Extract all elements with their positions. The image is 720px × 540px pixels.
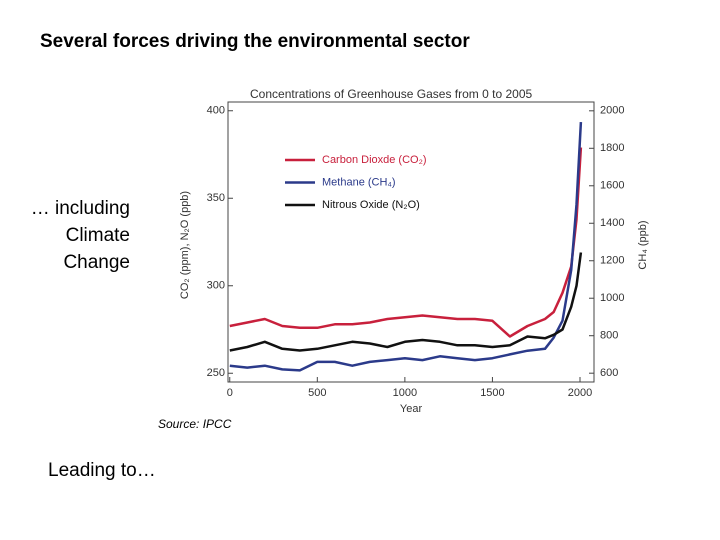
y-tick-label: 350 <box>207 192 225 204</box>
y2-tick-label: 600 <box>600 367 618 379</box>
y-axis-label: CO₂ (ppm), N₂O (ppb) <box>179 191 191 299</box>
y2-tick-label: 800 <box>600 330 618 342</box>
x-axis-label: Year <box>400 403 423 415</box>
y2-tick-label: 1000 <box>600 292 624 304</box>
chart-title: Concentrations of Greenhouse Gases from … <box>250 87 532 101</box>
x-tick-label: 1500 <box>480 387 504 399</box>
y-tick-label: 400 <box>207 105 225 117</box>
series-line <box>229 252 583 352</box>
footer-text: Leading to… <box>48 460 156 481</box>
y-tick-label: 300 <box>207 280 225 292</box>
legend-label: Methane (CH₄) <box>322 176 396 188</box>
legend-label: Nitrous Oxide (N₂O) <box>322 199 420 211</box>
y2-tick-label: 1800 <box>600 142 624 154</box>
y2-tick-label: 2000 <box>600 105 624 117</box>
x-tick-label: 2000 <box>568 387 592 399</box>
y2-tick-label: 1400 <box>600 217 624 229</box>
y2-tick-label: 1600 <box>600 180 624 192</box>
source: Source: IPCC <box>158 417 232 431</box>
side-text: Climate <box>66 225 130 246</box>
x-tick-label: 500 <box>308 387 326 399</box>
plot-frame <box>227 101 595 383</box>
slide-title: Several forces driving the environmental… <box>40 31 470 52</box>
x-tick-label: 1000 <box>393 387 417 399</box>
side-text: … including <box>31 198 130 219</box>
series-line <box>229 147 583 338</box>
legend-label: Carbon Dioxde (CO₂) <box>322 154 427 166</box>
x-tick-label: 0 <box>227 387 233 399</box>
y2-tick-label: 1200 <box>600 255 624 267</box>
y-tick-label: 250 <box>207 367 225 379</box>
y2-axis-label: CH₄ (ppb) <box>637 220 649 269</box>
side-text: Change <box>63 252 130 273</box>
